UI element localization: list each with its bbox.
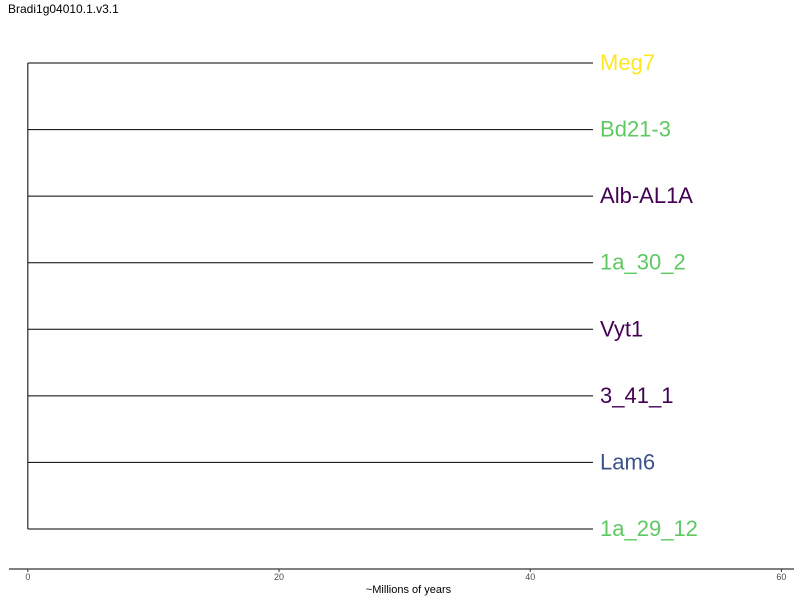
tip-label-1: Meg7 xyxy=(600,50,655,75)
x-tick-label-0: 0 xyxy=(25,572,30,582)
x-axis: 0 20 40 60 xyxy=(9,568,794,582)
tip-label-5: Vyt1 xyxy=(600,316,643,341)
tip-label-4: 1a_30_2 xyxy=(600,250,686,275)
tip-label-6: 3_41_1 xyxy=(600,383,673,408)
tip-label-3: Alb-AL1A xyxy=(600,183,693,208)
x-tick-label-20: 20 xyxy=(274,572,284,582)
x-tick-label-40: 40 xyxy=(525,572,535,582)
x-tick-label-60: 60 xyxy=(776,572,786,582)
tree-branches xyxy=(27,62,594,530)
tip-label-7: Lam6 xyxy=(600,449,655,474)
tip-labels: Meg7 Bd21-3 Alb-AL1A 1a_30_2 Vyt1 3_41_1 Lam6 1… xyxy=(600,50,698,541)
tip-label-8: 1a_29_12 xyxy=(600,516,698,541)
figure-title: Bradi1g04010.1.v3.1 xyxy=(8,2,119,16)
x-axis-label: ~Millions of years xyxy=(366,584,452,596)
tip-label-2: Bd21-3 xyxy=(600,117,671,142)
